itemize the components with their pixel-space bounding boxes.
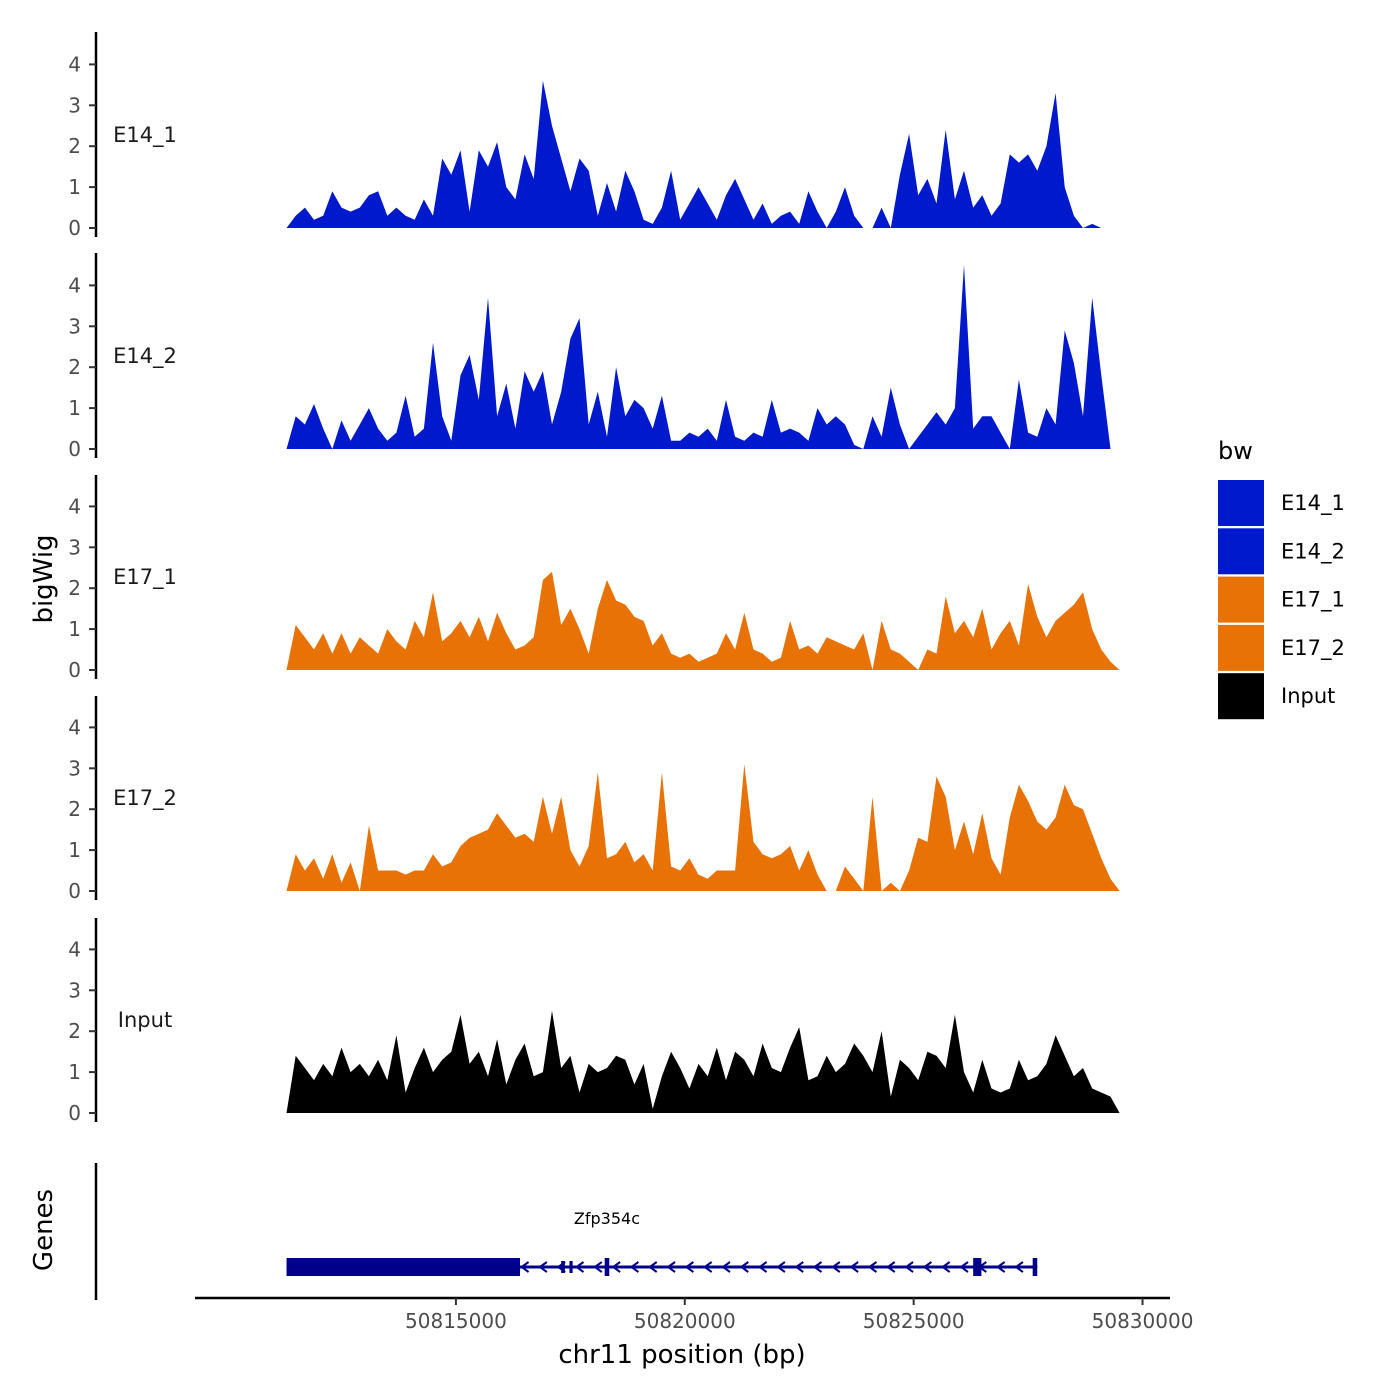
strand-arrow-24 — [959, 1261, 969, 1273]
track-label-e17-1: E17_1 — [113, 565, 177, 590]
y-tick-label-e17-1-1: 1 — [68, 617, 81, 641]
y-tick-label-e14-2-2: 2 — [68, 355, 81, 379]
gene-name-label: Zfp354c — [574, 1209, 640, 1228]
y-tick-label-input-0: 0 — [68, 1101, 81, 1125]
strand-arrow-20 — [886, 1261, 896, 1273]
legend-label-e14-1: E14_1 — [1281, 491, 1345, 516]
gene-track-title: Genes — [29, 1189, 59, 1271]
track-e14-1: 0 1 2 3 4 E14_1 — [68, 32, 1120, 240]
x-tick-label-3: 50830000 — [1092, 1309, 1194, 1333]
strand-arrow-13 — [757, 1261, 768, 1273]
y-tick-label-e17-1-0: 0 — [68, 658, 81, 682]
legend-swatch-e14-2 — [1218, 528, 1264, 575]
y-tick-label-input-1: 1 — [68, 1060, 81, 1084]
y-tick-label-input-4: 4 — [68, 937, 81, 961]
y-tick-label-e14-1-3: 3 — [68, 93, 81, 117]
gene-exon-5 — [1032, 1258, 1038, 1276]
gene-exon-4 — [973, 1258, 982, 1276]
strand-arrow-3 — [574, 1261, 585, 1273]
strand-arrow-5 — [611, 1261, 621, 1273]
y-tick-label-e17-1-3: 3 — [68, 535, 81, 559]
strand-arrow-6 — [629, 1261, 640, 1273]
strand-arrow-18 — [849, 1261, 859, 1273]
gene-exon-2 — [561, 1261, 565, 1273]
strand-arrow-12 — [739, 1261, 749, 1273]
gene-exon-1 — [604, 1258, 610, 1276]
y-tick-label-e17-2-1: 1 — [68, 838, 81, 862]
y-tick-label-input-2: 2 — [68, 1019, 81, 1043]
coverage-area-e17-1 — [286, 571, 1120, 670]
strand-arrow-1 — [538, 1261, 548, 1273]
y-axis-title: bigWig — [29, 534, 59, 623]
y-tick-label-e14-2-1: 1 — [68, 396, 81, 420]
strand-arrow-10 — [702, 1261, 713, 1273]
track-label-e17-2: E17_2 — [113, 786, 177, 811]
strand-arrow-15 — [794, 1261, 804, 1273]
y-tick-label-e14-1-2: 2 — [68, 134, 81, 158]
strand-arrow-23 — [940, 1261, 951, 1273]
y-tick-label-e17-2-2: 2 — [68, 797, 81, 821]
bigwig-tracks: 0 1 2 3 4 E14_1 0 1 2 3 4 E14_2 0 1 2 3 4 E17_1 0 1 2 3 4 E17_2… — [68, 32, 1120, 1125]
track-label-e14-1: E14_1 — [113, 123, 177, 148]
strand-arrow-0 — [519, 1261, 530, 1273]
legend-swatch-e14-1 — [1218, 480, 1264, 526]
strand-arrow-11 — [721, 1261, 731, 1273]
legend-swatch-input — [1218, 673, 1264, 720]
y-tick-label-e14-1-0: 0 — [68, 216, 81, 240]
legend-swatch-e17-2 — [1218, 624, 1264, 671]
y-tick-label-e14-2-3: 3 — [68, 314, 81, 338]
y-tick-label-e17-2-0: 0 — [68, 879, 81, 903]
y-tick-label-e14-1-4: 4 — [68, 52, 81, 76]
coverage-area-input — [286, 1010, 1120, 1113]
x-axis: 50815000 50820000 50825000 50830000 — [195, 1296, 1194, 1333]
x-tick-label-0: 50815000 — [405, 1309, 507, 1333]
x-axis-title: chr11 position (bp) — [558, 1340, 805, 1370]
y-tick-label-e14-2-4: 4 — [68, 273, 81, 297]
x-tick-label-1: 50820000 — [634, 1309, 736, 1333]
strand-arrow-22 — [922, 1261, 932, 1273]
track-e14-2: 0 1 2 3 4 E14_2 — [68, 253, 1120, 461]
strand-arrow-21 — [904, 1261, 914, 1273]
legend-label-e17-2: E17_2 — [1281, 636, 1345, 661]
x-tick-label-2: 50825000 — [863, 1309, 965, 1333]
track-label-input: Input — [118, 1008, 172, 1032]
coverage-area-e14-1 — [286, 80, 1120, 228]
strand-arrow-17 — [831, 1261, 841, 1273]
strand-arrow-19 — [867, 1261, 878, 1273]
y-tick-label-e17-2-3: 3 — [68, 756, 81, 780]
strand-arrow-9 — [684, 1261, 694, 1273]
y-tick-label-input-3: 3 — [68, 978, 81, 1002]
track-input: 0 1 2 3 4 Input — [68, 918, 1120, 1125]
track-e17-1: 0 1 2 3 4 E17_1 — [68, 475, 1120, 682]
gene-exon-0 — [286, 1258, 520, 1276]
legend-title: bw — [1218, 437, 1253, 465]
gene-model — [286, 1258, 1038, 1276]
gene-exon-3 — [569, 1261, 573, 1273]
legend: bw E14_1 E14_2 E17_1 E17_2 Input — [1218, 437, 1345, 720]
legend-label-e14-2: E14_2 — [1281, 539, 1345, 564]
strand-arrow-26 — [995, 1261, 1006, 1273]
coverage-area-e14-2 — [286, 265, 1120, 449]
track-label-e14-2: E14_2 — [113, 344, 177, 369]
strand-arrow-16 — [812, 1261, 823, 1273]
gene-track: Genes Zfp354c — [29, 1163, 1038, 1300]
y-tick-label-e17-1-4: 4 — [68, 494, 81, 518]
strand-arrow-4 — [593, 1261, 603, 1273]
legend-swatch-e17-1 — [1218, 576, 1264, 623]
strand-arrow-27 — [1014, 1261, 1024, 1273]
legend-label-input: Input — [1281, 684, 1335, 708]
y-tick-label-e17-2-4: 4 — [68, 715, 81, 739]
legend-label-e17-1: E17_1 — [1281, 588, 1345, 613]
strand-arrow-8 — [666, 1261, 676, 1273]
y-tick-label-e14-1-1: 1 — [68, 175, 81, 199]
coverage-area-e17-2 — [286, 764, 1120, 891]
y-tick-label-e14-2-0: 0 — [68, 437, 81, 461]
track-e17-2: 0 1 2 3 4 E17_2 — [68, 696, 1120, 903]
y-tick-label-e17-1-2: 2 — [68, 576, 81, 600]
strand-arrow-14 — [776, 1261, 786, 1273]
strand-arrow-7 — [648, 1261, 658, 1273]
